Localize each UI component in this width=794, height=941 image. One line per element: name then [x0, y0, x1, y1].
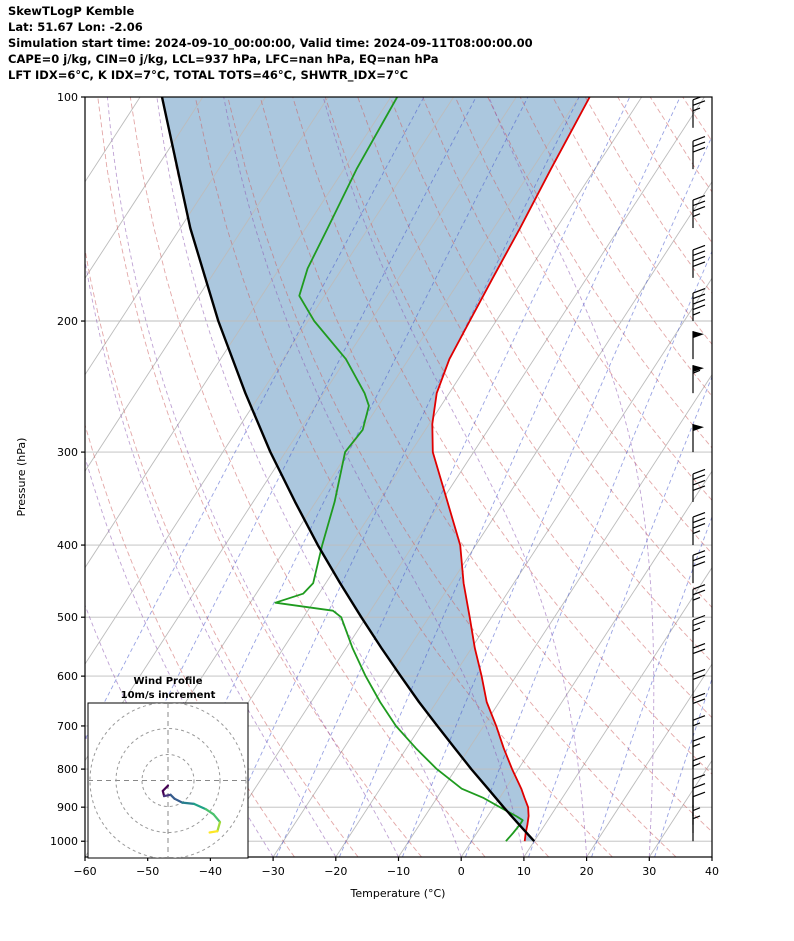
x-tick-label: 30	[642, 865, 656, 878]
y-tick-label: 600	[57, 670, 78, 683]
y-axis-label: Pressure (hPa)	[15, 438, 28, 517]
dry-adiabat-line	[618, 97, 794, 857]
x-tick-label: −10	[387, 865, 410, 878]
isotherm-line	[649, 97, 794, 857]
x-tick-label: 40	[705, 865, 719, 878]
wind-barb	[693, 775, 705, 808]
y-tick-label: 800	[57, 763, 78, 776]
y-tick-label: 300	[57, 446, 78, 459]
x-tick-label: 0	[458, 865, 465, 878]
hodograph-title: Wind Profile	[134, 676, 203, 687]
wind-barb	[693, 813, 700, 841]
y-tick-label: 200	[57, 315, 78, 328]
isotherm-line	[0, 97, 77, 857]
wind-barb	[693, 424, 704, 452]
hodograph-inset: Wind Profile 10m/s increment	[88, 676, 248, 859]
header-line-latlon: Lat: 51.67 Lon: -2.06	[8, 20, 143, 34]
moist-adiabat-line	[0, 97, 85, 857]
header-line-times: Simulation start time: 2024-09-10_00:00:…	[8, 36, 533, 51]
wind-barb	[693, 693, 705, 726]
x-tick-label: 20	[580, 865, 594, 878]
wind-barb	[693, 784, 705, 817]
x-tick-label: −50	[136, 865, 159, 878]
x-tick-label: 10	[517, 865, 531, 878]
dry-adiabat-line	[520, 97, 794, 857]
wind-barb	[693, 137, 705, 170]
x-tick-label: −30	[261, 865, 284, 878]
header-line-cape: CAPE=0 j/kg, CIN=0 j/kg, LCL=937 hPa, LF…	[8, 52, 439, 66]
y-tick-label: 400	[57, 539, 78, 552]
wind-barb	[693, 513, 705, 546]
y-tick-label: 700	[57, 720, 78, 733]
isotherm-line	[0, 97, 15, 857]
wind-barb	[693, 616, 705, 649]
isotherm-line	[524, 97, 794, 857]
wind-barb	[693, 196, 705, 229]
y-tick-label: 500	[57, 611, 78, 624]
wind-barb	[693, 716, 705, 749]
wind-barb	[693, 331, 704, 359]
y-tick-label: 1000	[50, 835, 78, 848]
dry-adiabat-line	[488, 97, 794, 857]
mixing-ratio-line	[529, 97, 794, 857]
x-tick-label: −60	[73, 865, 96, 878]
y-tick-label: 900	[57, 801, 78, 814]
isotherm-line	[712, 97, 794, 857]
x-tick-label: −40	[199, 865, 222, 878]
wind-barb	[693, 551, 705, 584]
x-axis-label: Temperature (°C)	[350, 887, 446, 900]
hodograph-subtitle: 10m/s increment	[121, 690, 216, 701]
dry-adiabat-line	[715, 97, 794, 857]
x-tick-label: −20	[324, 865, 347, 878]
hodograph-trace-segment	[182, 803, 194, 804]
mixing-ratio-line	[655, 97, 794, 857]
wind-barbs-layer	[693, 95, 705, 841]
dry-adiabat-line	[553, 97, 794, 857]
wind-barb	[693, 805, 700, 833]
header-line-indices: LFT IDX=6°C, K IDX=7°C, TOTAL TOTS=46°C,…	[8, 68, 408, 83]
wind-barb	[693, 245, 705, 278]
hodograph-trace-segment	[210, 831, 218, 832]
wind-barb	[693, 585, 705, 618]
header-line-title: SkewTLogP Kemble	[8, 4, 134, 18]
y-tick-label: 100	[57, 91, 78, 104]
